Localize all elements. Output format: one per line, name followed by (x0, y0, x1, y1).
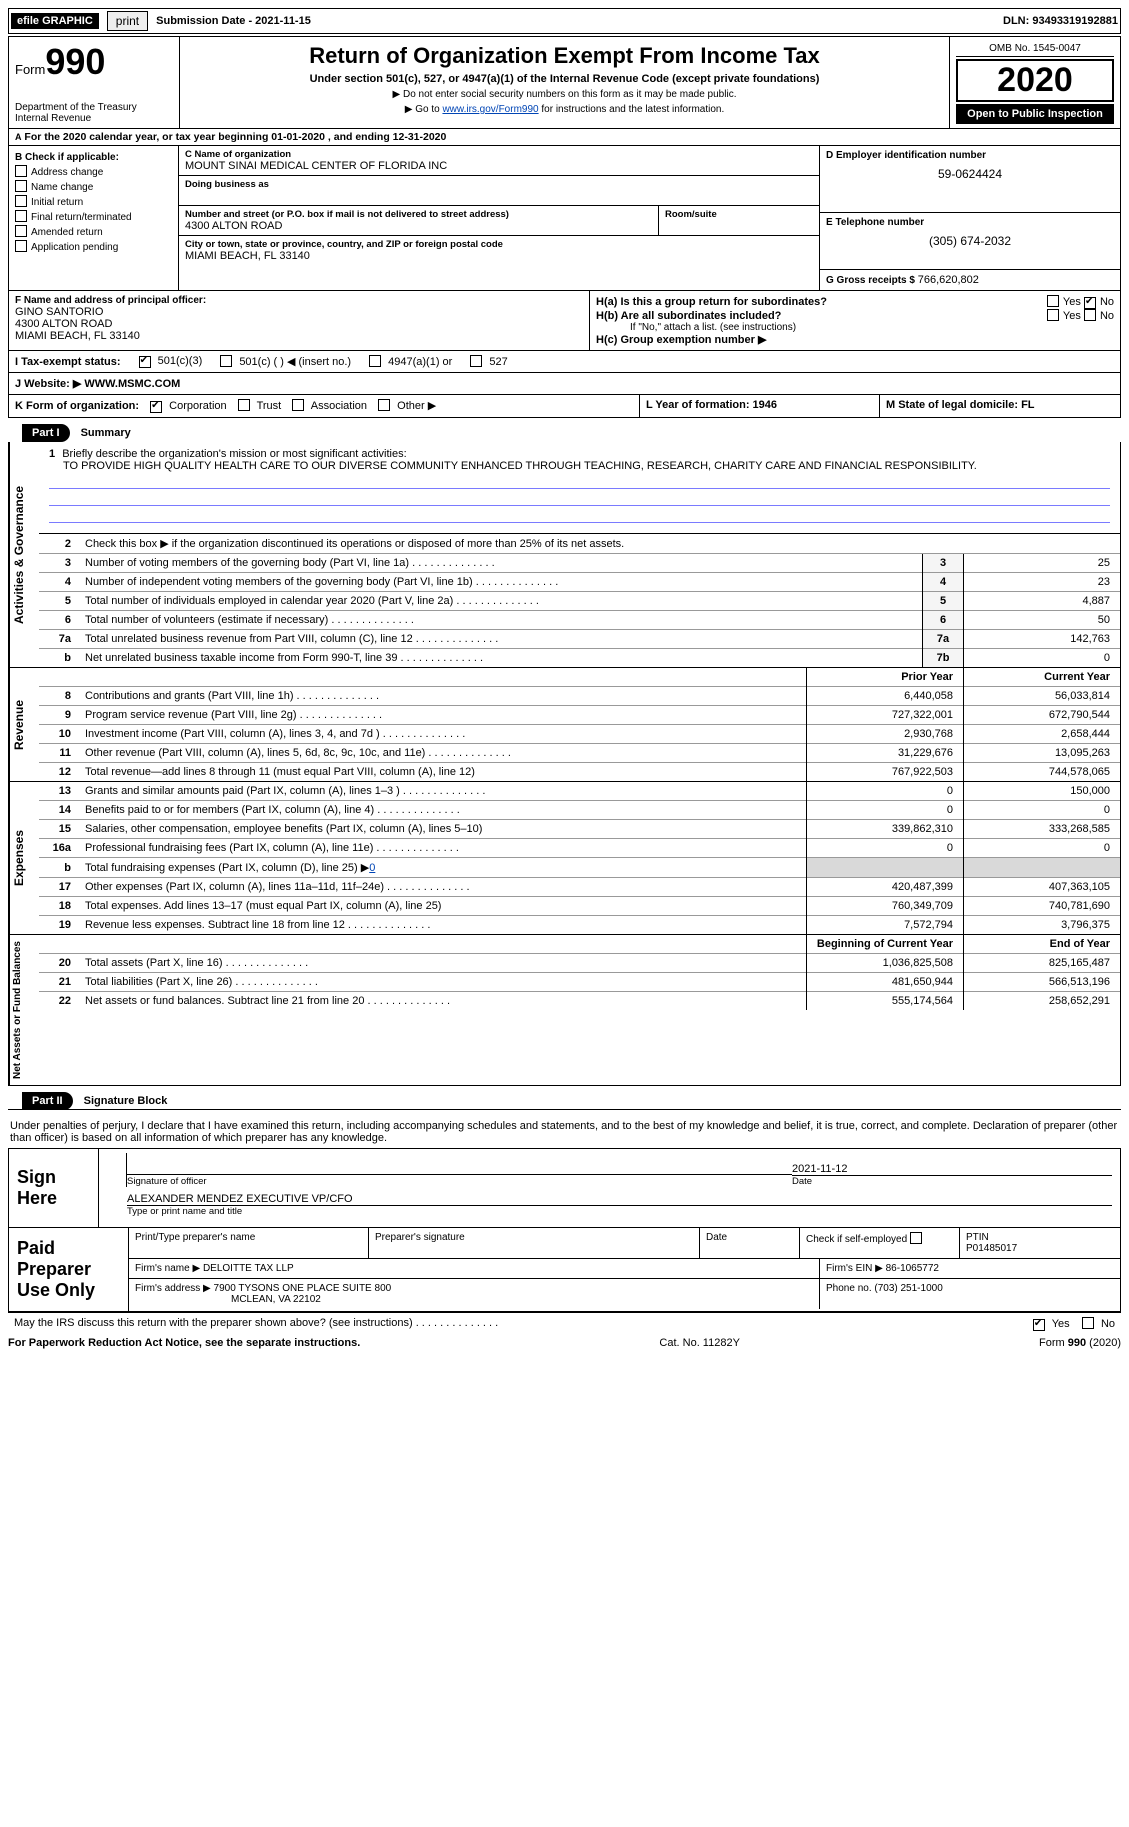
year-formation: L Year of formation: 1946 (640, 395, 880, 417)
chk-other[interactable] (378, 399, 390, 411)
irs-label: Internal Revenue (15, 113, 173, 124)
v4: 23 (964, 573, 1121, 592)
v7a: 142,763 (964, 630, 1121, 649)
gross-receipts: 766,620,802 (918, 274, 979, 286)
note-link: ▶ Go to www.irs.gov/Form990 for instruct… (186, 104, 943, 115)
org-city: MIAMI BEACH, FL 33140 (185, 250, 813, 262)
chk-address[interactable] (15, 165, 27, 177)
ha-no[interactable] (1084, 297, 1096, 309)
chk-trust[interactable] (238, 399, 250, 411)
v3: 25 (964, 554, 1121, 573)
chk-selfemp[interactable] (910, 1232, 922, 1244)
hb-no[interactable] (1084, 309, 1096, 321)
state-domicile: M State of legal domicile: FL (880, 395, 1120, 417)
ptin: P01485017 (966, 1243, 1017, 1254)
sign-here-label: Sign Here (9, 1149, 99, 1227)
top-toolbar: efile GRAPHIC print Submission Date - 20… (8, 8, 1121, 34)
box-b: B Check if applicable: Address change Na… (9, 146, 179, 290)
entity-block: B Check if applicable: Address change Na… (9, 146, 1120, 290)
vlabel-exp: Expenses (9, 782, 39, 934)
paid-preparer: Paid Preparer Use Only Print/Type prepar… (8, 1228, 1121, 1312)
fh-row: F Name and address of principal officer:… (9, 290, 1120, 350)
ein: 59-0624424 (826, 167, 1114, 181)
summary-expenses: Expenses 13Grants and similar amounts pa… (8, 782, 1121, 935)
ha-yes[interactable] (1047, 295, 1059, 307)
summary-net: Net Assets or Fund Balances Beginning of… (8, 935, 1121, 1086)
box-deg: D Employer identification number 59-0624… (820, 146, 1120, 290)
form-frame: Form990 Department of the Treasury Inter… (8, 36, 1121, 418)
form-subtitle: Under section 501(c), 527, or 4947(a)(1)… (186, 73, 943, 85)
subdate-label: Submission Date - 2021-11-15 (156, 15, 311, 27)
org-address: 4300 ALTON ROAD (185, 220, 652, 232)
firm-name: DELOITTE TAX LLP (203, 1263, 294, 1274)
chk-initial[interactable] (15, 195, 27, 207)
discuss-no[interactable] (1082, 1317, 1094, 1329)
v7b: 0 (964, 649, 1121, 668)
part2-hdr: Part II (22, 1092, 73, 1110)
part1-hdr: Part I (22, 424, 70, 442)
mission-text: TO PROVIDE HIGH QUALITY HEALTH CARE TO O… (63, 460, 1110, 472)
period-line: A For the 2020 calendar year, or tax yea… (9, 129, 1120, 146)
summary-revenue: Revenue Prior YearCurrent Year 8Contribu… (8, 668, 1121, 782)
open-inspection: Open to Public Inspection (956, 104, 1114, 124)
vlabel-gov: Activities & Governance (9, 442, 39, 667)
discuss-yes[interactable] (1033, 1319, 1045, 1331)
box-f: F Name and address of principal officer:… (9, 291, 590, 350)
part2: Part II Signature Block (8, 1086, 1121, 1110)
form-title: Return of Organization Exempt From Incom… (186, 43, 943, 69)
print-button[interactable]: print (107, 11, 148, 31)
chk-pending[interactable] (15, 240, 27, 252)
part1: Part I Summary (8, 418, 1121, 442)
website: WWW.MSMC.COM (84, 378, 180, 390)
form-header: Form990 Department of the Treasury Inter… (9, 37, 1120, 129)
signature-block: Under penalties of perjury, I declare th… (8, 1116, 1121, 1333)
mission-block: 1 Briefly describe the organization's mi… (39, 442, 1120, 534)
irs-link[interactable]: www.irs.gov/Form990 (442, 104, 538, 115)
chk-corp[interactable] (150, 401, 162, 413)
chk-4947[interactable] (369, 355, 381, 367)
discuss-row: May the IRS discuss this return with the… (8, 1312, 1121, 1333)
hb-yes[interactable] (1047, 309, 1059, 321)
firm-ein: 86-1065772 (886, 1263, 939, 1274)
note-ssn: ▶ Do not enter social security numbers o… (186, 89, 943, 100)
chk-amended[interactable] (15, 225, 27, 237)
dln: DLN: 93493319192881 (1003, 15, 1118, 27)
chk-501c[interactable] (220, 355, 232, 367)
efile-tag: efile GRAPHIC (11, 13, 99, 29)
chk-final[interactable] (15, 210, 27, 222)
vlabel-rev: Revenue (9, 668, 39, 781)
form-number: Form990 (15, 41, 173, 83)
sig-pointer-icon (107, 1153, 127, 1187)
chk-501c3[interactable] (139, 356, 151, 368)
officer-printed: ALEXANDER MENDEZ EXECUTIVE VP/CFO (127, 1193, 1112, 1206)
chk-assoc[interactable] (292, 399, 304, 411)
summary-governance: Activities & Governance 1 Briefly descri… (8, 442, 1121, 668)
officer-name: GINO SANTORIO (15, 306, 583, 318)
org-name: MOUNT SINAI MEDICAL CENTER OF FLORIDA IN… (185, 160, 813, 172)
fundraising-link[interactable]: 0 (369, 862, 375, 874)
vlabel-net: Net Assets or Fund Balances (9, 935, 39, 1085)
tax-year: 2020 (956, 59, 1114, 102)
status-row: I Tax-exempt status: 501(c)(3) 501(c) ( … (9, 350, 1120, 372)
box-c: C Name of organization MOUNT SINAI MEDIC… (179, 146, 820, 290)
sig-date: 2021-11-12 (792, 1163, 1112, 1176)
website-row: J Website: ▶ WWW.MSMC.COM (9, 372, 1120, 394)
v5: 4,887 (964, 592, 1121, 611)
chk-name[interactable] (15, 180, 27, 192)
box-h: H(a) Is this a group return for subordin… (590, 291, 1120, 350)
v6: 50 (964, 611, 1121, 630)
firm-phone: (703) 251-1000 (874, 1283, 942, 1294)
klm-row: K Form of organization: Corporation Trus… (9, 394, 1120, 417)
phone: (305) 674-2032 (826, 234, 1114, 248)
gov-lines: 2Check this box ▶ if the organization di… (39, 534, 1120, 667)
dept-label: Department of the Treasury (15, 102, 173, 113)
omb-number: OMB No. 1545-0047 (956, 41, 1114, 57)
page-footer: For Paperwork Reduction Act Notice, see … (8, 1337, 1121, 1349)
perjury-declaration: Under penalties of perjury, I declare th… (8, 1116, 1121, 1148)
chk-527[interactable] (470, 355, 482, 367)
